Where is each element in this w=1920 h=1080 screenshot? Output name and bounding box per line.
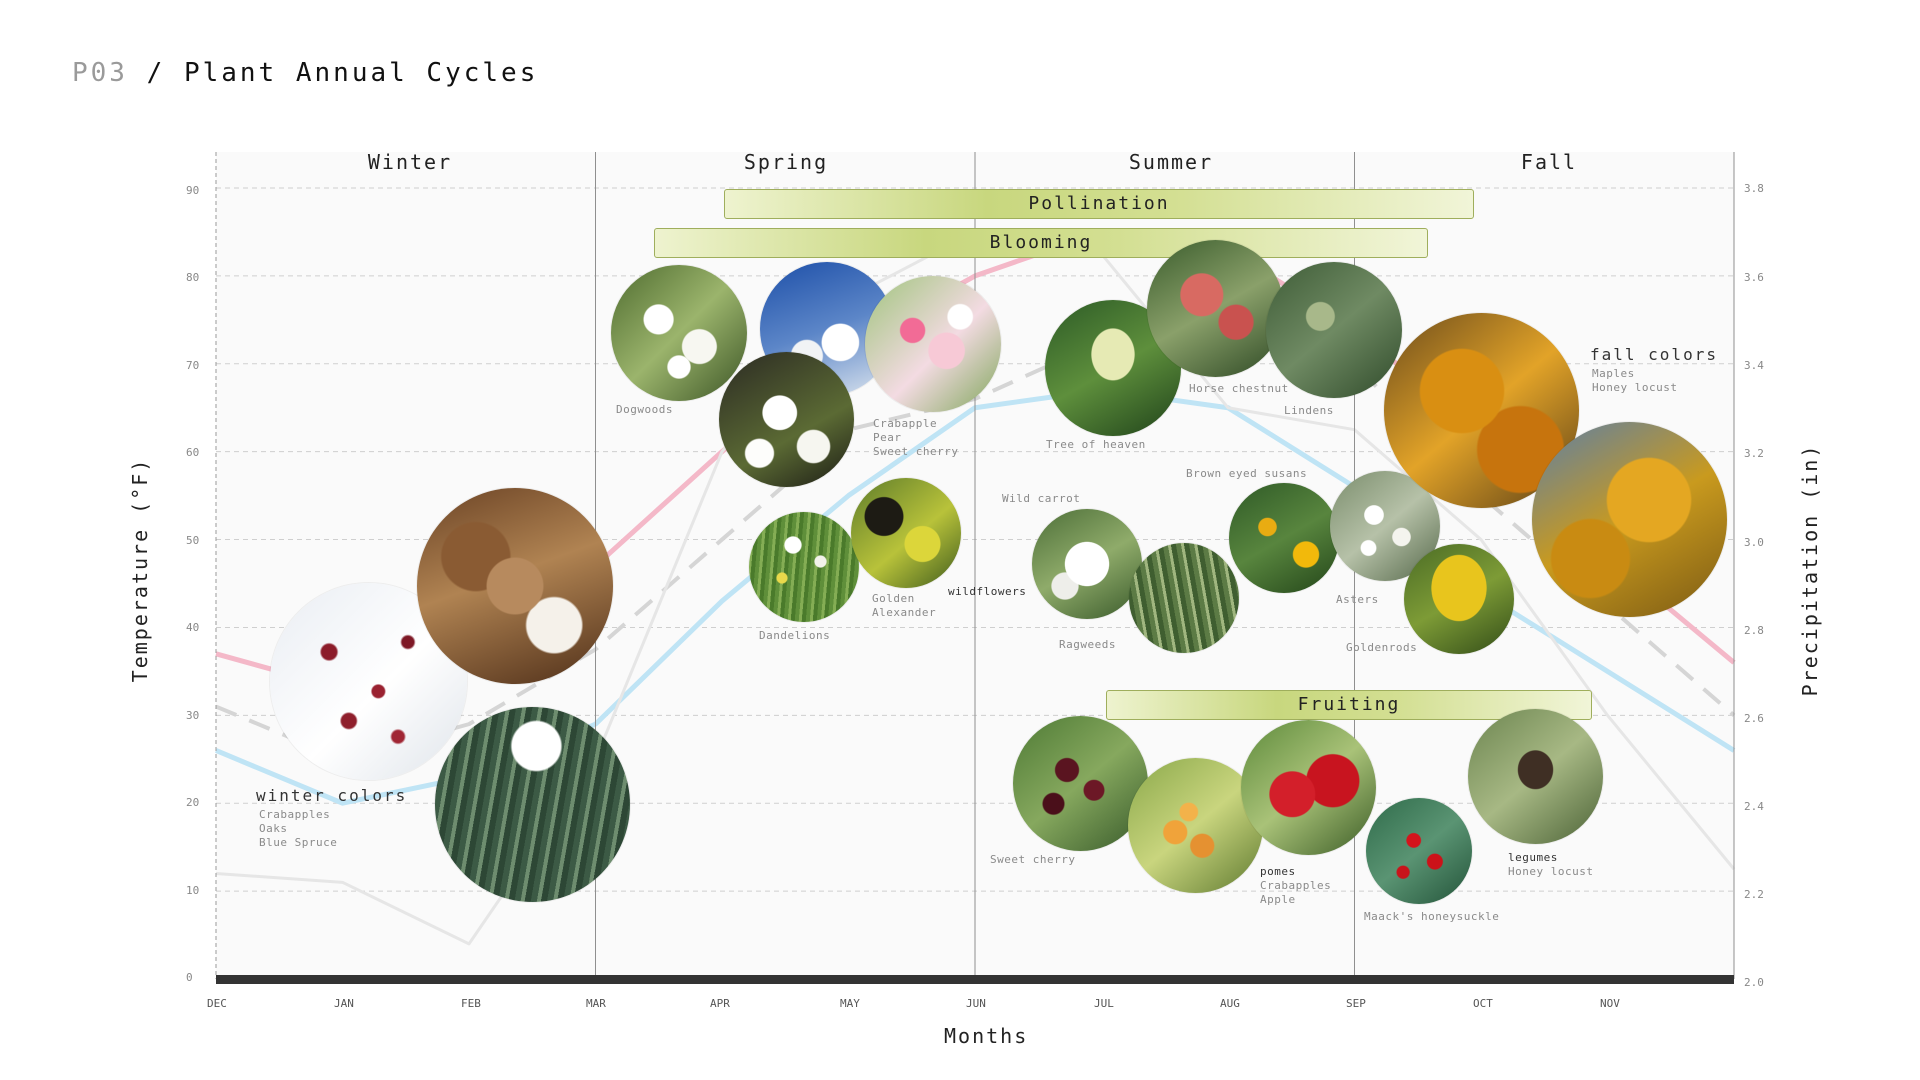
precip-tick-2-0: 2.0: [1744, 976, 1764, 989]
apple-photo: [1241, 720, 1376, 855]
temp-tick-10: 10: [186, 884, 200, 897]
blooming-band: Blooming: [654, 228, 1428, 258]
y-left-axis-title: Temperature (°F): [128, 457, 152, 683]
y-right-axis-title: Precipitation (in): [1798, 443, 1822, 697]
precip-tick-3-0: 3.0: [1744, 536, 1764, 549]
ragweeds-photo: [1129, 543, 1239, 653]
page-separator: /: [127, 58, 184, 88]
golden-label: Golden: [872, 592, 915, 605]
month-tick-apr: APR: [710, 997, 730, 1010]
asters-label: Asters: [1336, 593, 1379, 606]
legumes-item-honey-locust: Honey locust: [1508, 865, 1594, 878]
winter-colors-list: Crabapples Oaks Blue Spruce: [259, 808, 337, 850]
precip-tick-3-8: 3.8: [1744, 182, 1764, 195]
pomes-list: Crabapples Apple: [1260, 879, 1331, 907]
maacks-honeysuckle-label: Maack's honeysuckle: [1364, 910, 1500, 923]
fall-colors-list: Maples Honey locust: [1592, 367, 1677, 395]
pomes-item-crabapples: Crabapples: [1260, 879, 1332, 892]
temp-tick-30: 30: [186, 709, 200, 722]
page-title: P03 / Plant Annual Cycles: [72, 58, 538, 88]
page-title-text: Plant Annual Cycles: [183, 58, 539, 88]
month-tick-aug: AUG: [1220, 997, 1240, 1010]
pear-label: Pear: [873, 431, 902, 444]
month-tick-mar: MAR: [586, 997, 606, 1010]
month-tick-dec: DEC: [207, 997, 227, 1010]
legumes-list: Honey locust: [1508, 865, 1593, 879]
page-code: P03: [72, 58, 128, 88]
precip-tick-2-2: 2.2: [1744, 888, 1764, 901]
month-tick-nov: NOV: [1600, 997, 1620, 1010]
fall-item-maples: Maples: [1592, 367, 1635, 380]
dandelions-photo: [749, 512, 859, 622]
brown-eyed-susans-photo: [1229, 483, 1339, 593]
golden-alexander-photo: [851, 478, 961, 588]
dogwoods-label: Dogwoods: [616, 403, 673, 416]
winter-item-oaks: Oaks: [259, 822, 288, 835]
winter-colors-title: winter colors: [256, 786, 408, 805]
dandelions-label: Dandelions: [759, 629, 831, 642]
pomes-title: pomes: [1260, 865, 1296, 878]
temp-tick-20: 20: [186, 796, 200, 809]
x-axis-title: Months: [944, 1024, 1029, 1048]
month-tick-feb: FEB: [461, 997, 481, 1010]
temp-tick-70: 70: [186, 359, 200, 372]
alexander-label: Alexander: [872, 606, 937, 619]
season-fall: Fall: [1520, 150, 1578, 174]
temp-tick-80: 80: [186, 271, 200, 284]
winter-item-blue-spruce: Blue Spruce: [259, 836, 338, 849]
temp-tick-0: 0: [186, 971, 193, 984]
month-tick-jul: JUL: [1094, 997, 1114, 1010]
precip-tick-3-6: 3.6: [1744, 271, 1764, 284]
pollination-band: Pollination: [724, 189, 1474, 219]
x-axis-bar: [216, 975, 1734, 984]
goldenrods-label: Goldenrods: [1346, 641, 1418, 654]
month-tick-oct: OCT: [1473, 997, 1493, 1010]
tree-of-heaven-label: Tree of heaven: [1046, 438, 1146, 451]
crabapples-fruit-photo: [1128, 758, 1263, 893]
fall-colors-title: fall colors: [1590, 345, 1718, 364]
precip-tick-2-4: 2.4: [1744, 800, 1764, 813]
temp-tick-60: 60: [186, 446, 200, 459]
wildflowers-label: wildflowers: [948, 585, 1027, 598]
ragweeds-label: Ragweeds: [1059, 638, 1116, 651]
precip-tick-2-8: 2.8: [1744, 624, 1764, 637]
temp-tick-40: 40: [186, 621, 200, 634]
season-summer: Summer: [1128, 150, 1214, 174]
temp-tick-90: 90: [186, 184, 200, 197]
goldenrods-photo: [1404, 544, 1514, 654]
blue-spruce-photo: [435, 707, 630, 902]
fall-item-honey-locust: Honey locust: [1592, 381, 1678, 394]
crabapple-label: Crabapple: [873, 417, 938, 430]
honey-locust-fall-photo: [1532, 422, 1727, 617]
crabapple-blossom-photo: [865, 276, 1001, 412]
dogwoods-photo: [611, 265, 747, 401]
sweet-cherry-fruit-label: Sweet cherry: [990, 853, 1076, 866]
lindens-photo: [1266, 262, 1402, 398]
month-tick-jun: JUN: [966, 997, 986, 1010]
horse-chestnut-photo: [1147, 240, 1284, 377]
honey-locust-pods-photo: [1468, 709, 1603, 844]
legumes-title: legumes: [1508, 851, 1558, 864]
sweet-cherry-fruit-photo: [1013, 716, 1148, 851]
precip-tick-2-6: 2.6: [1744, 712, 1764, 725]
month-tick-jan: JAN: [334, 997, 354, 1010]
maacks-honeysuckle-photo: [1366, 798, 1472, 904]
pomes-item-apple: Apple: [1260, 893, 1296, 906]
lindens-label: Lindens: [1284, 404, 1334, 417]
season-spring: Spring: [743, 150, 829, 174]
sweet-cherry-label: Sweet cherry: [873, 445, 959, 458]
precip-tick-3-2: 3.2: [1744, 447, 1764, 460]
month-tick-may: MAY: [840, 997, 860, 1010]
brown-eyed-susans-label: Brown eyed susans: [1186, 467, 1308, 480]
precip-tick-3-4: 3.4: [1744, 359, 1764, 372]
wild-carrot-photo: [1032, 509, 1142, 619]
temp-tick-50: 50: [186, 534, 200, 547]
month-tick-sep: SEP: [1346, 997, 1366, 1010]
season-winter: Winter: [367, 150, 453, 174]
sweet-cherry-blossom-photo: [719, 352, 854, 487]
oak-leaves-photo: [417, 488, 613, 684]
horse-chestnut-label: Horse chestnut: [1189, 382, 1289, 395]
winter-item-crabapples: Crabapples: [259, 808, 331, 821]
wild-carrot-label: Wild carrot: [1002, 492, 1081, 505]
